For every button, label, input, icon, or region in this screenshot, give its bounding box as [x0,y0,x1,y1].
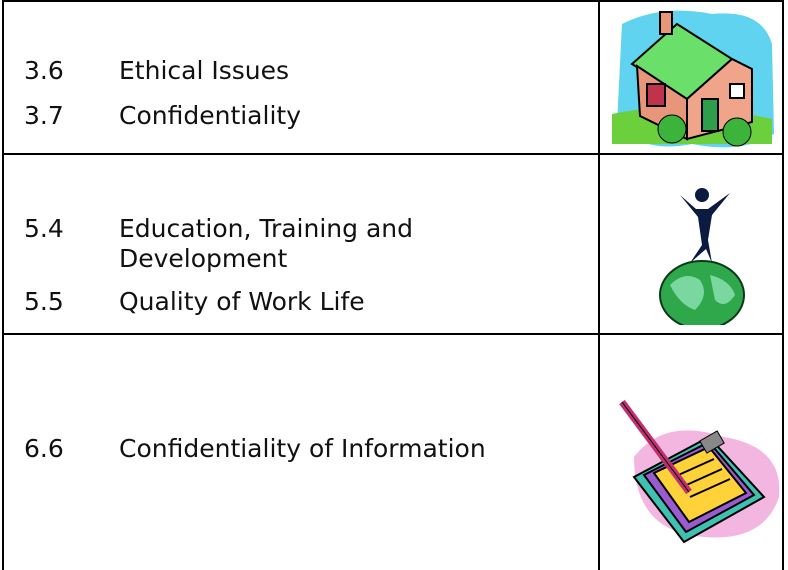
item-text: Quality of Work Life [119,287,365,316]
item-number: 5.4 [24,214,64,243]
notepad-clipart [619,399,780,544]
table-row: 5.4 Education, Training and Development 5.… [2,153,784,335]
table-row: 6.6 Confidentiality of Information [2,333,784,570]
list-item: 6.6 Confidentiality of Information [24,434,579,464]
row-items: 5.4 Education, Training and Development 5.… [24,214,499,330]
table-row: 3.6 Ethical Issues 3.7 Confidentiality [2,0,784,155]
row-items: 6.6 Confidentiality of Information [24,434,579,479]
image-cell [598,155,784,335]
list-item: 3.7 Confidentiality [24,101,579,131]
item-text: Education, Training and Development [119,214,413,273]
item-text: Confidentiality of Information [119,434,486,463]
list-item: 5.4 Education, Training and Development [24,214,499,274]
house-clipart [612,10,774,148]
globe-clipart [659,188,745,325]
item-number: 5.5 [24,287,64,316]
item-text: Confidentiality [119,101,301,130]
row-items: 3.6 Ethical Issues 3.7 Confidentiality [24,56,579,146]
image-cell [598,335,784,570]
image-cell [598,2,784,155]
item-number: 6.6 [24,434,64,463]
list-item: 5.5 Quality of Work Life [24,287,499,317]
list-item: 3.6 Ethical Issues [24,56,579,86]
item-number: 3.7 [24,101,64,130]
item-number: 3.6 [24,56,64,85]
item-text: Ethical Issues [119,56,290,85]
